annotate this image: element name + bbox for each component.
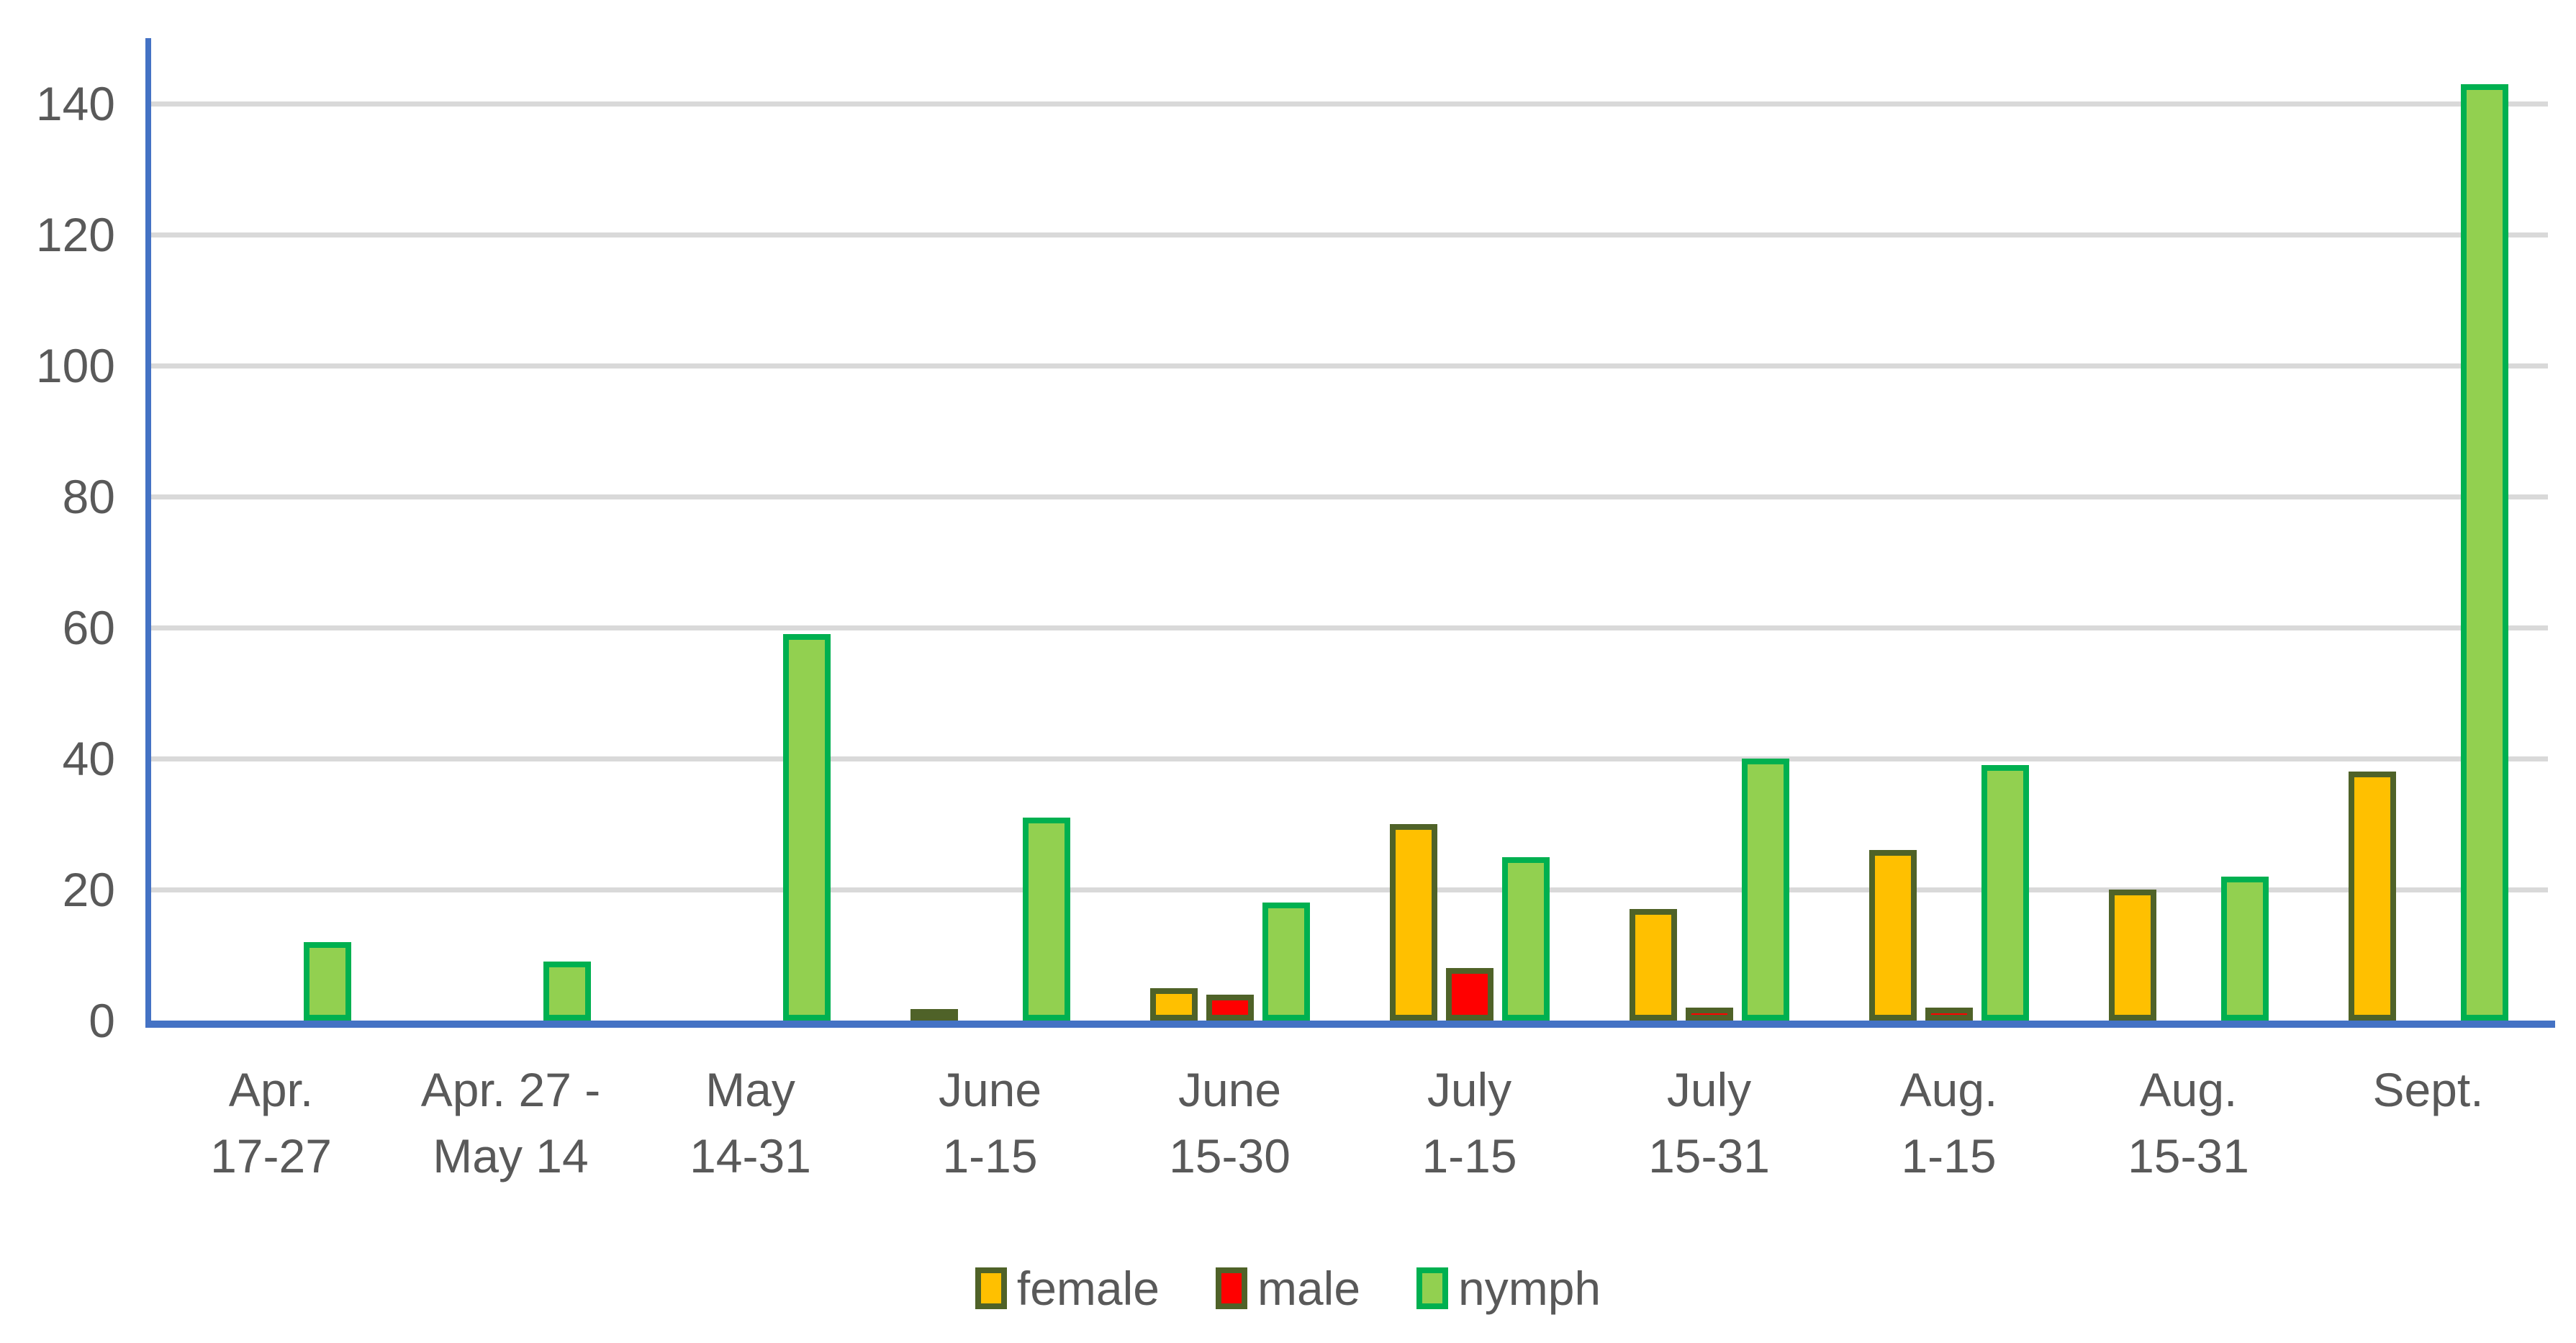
legend-label-male: male	[1257, 1262, 1361, 1315]
x-category-label-line1: Apr. 27 -	[420, 1063, 601, 1116]
chart-legend: female male nymph	[0, 1261, 2576, 1316]
nymph-bar	[1741, 759, 1789, 1021]
x-category-label-line1: July	[1666, 1063, 1752, 1116]
gridline-20	[151, 887, 2548, 892]
nymph-bar	[543, 962, 591, 1021]
bar-group	[870, 38, 1110, 1021]
legend-label-nymph: nymph	[1458, 1262, 1601, 1315]
gridline-40	[151, 756, 2548, 761]
plot-area	[145, 38, 2555, 1028]
x-category-label: Aug. 15-31	[2069, 1057, 2308, 1189]
gridline-140	[151, 101, 2548, 107]
y-tick-label-140: 140	[35, 77, 115, 130]
bar-group	[631, 38, 870, 1021]
x-category-label-line2: 1-15	[942, 1129, 1038, 1183]
gridline-120	[151, 232, 2548, 238]
male-bar	[1445, 968, 1493, 1021]
bar-group	[2069, 38, 2308, 1021]
nymph-bar	[2460, 83, 2508, 1021]
legend-item-female: female	[975, 1261, 1160, 1316]
female-bar	[1149, 987, 1198, 1021]
bar-group	[391, 38, 631, 1021]
y-axis-line	[145, 38, 151, 1021]
gridline-100	[151, 363, 2548, 368]
gridline-80	[151, 494, 2548, 499]
x-category-label: June 15-30	[1110, 1057, 1350, 1189]
nymph-bar	[1022, 817, 1070, 1021]
female-bar	[1629, 909, 1677, 1021]
y-tick-label-40: 40	[62, 732, 115, 785]
x-category-label-line1: Sept.	[2372, 1063, 2484, 1116]
y-tick-label-120: 120	[35, 208, 115, 261]
x-category-label-line2: 14-31	[690, 1129, 811, 1183]
nymph-bar	[1501, 856, 1550, 1021]
x-axis-line	[145, 1021, 2555, 1028]
y-tick-label-60: 60	[62, 601, 115, 654]
x-category-label-line1: June	[1178, 1063, 1282, 1116]
x-category-label: Aug. 1-15	[1829, 1057, 2069, 1189]
legend-swatch-female	[975, 1267, 1007, 1309]
y-tick-label-20: 20	[62, 863, 115, 916]
female-bar	[910, 1009, 958, 1021]
x-category-label-line2: 17-27	[210, 1129, 332, 1183]
bar-group	[1350, 38, 1589, 1021]
bar-group	[1589, 38, 1829, 1021]
female-bar	[1868, 850, 1917, 1021]
x-category-label: Apr. 27 - May 14	[391, 1057, 631, 1189]
x-category-label-line2: May 14	[433, 1129, 589, 1183]
x-category-label-line1: Aug.	[1899, 1063, 1998, 1116]
y-tick-label-0: 0	[89, 994, 115, 1047]
x-category-label: Sept.	[2308, 1057, 2548, 1123]
nymph-bar	[2220, 876, 2269, 1021]
x-category-label: Apr. 17-27	[151, 1057, 391, 1189]
x-category-label-line1: July	[1427, 1063, 1512, 1116]
x-category-label-line1: May	[705, 1063, 795, 1116]
x-category-label-line2: 1-15	[1422, 1129, 1517, 1183]
nymph-bar	[782, 634, 831, 1021]
bar-group	[151, 38, 391, 1021]
female-bar	[2108, 890, 2156, 1021]
female-bar	[2348, 772, 2396, 1021]
x-category-label-line2: 15-30	[1169, 1129, 1291, 1183]
x-category-label: July 1-15	[1350, 1057, 1589, 1189]
x-category-label: June 1-15	[870, 1057, 1110, 1189]
x-category-label-line2: 15-31	[1648, 1129, 1770, 1183]
x-category-label-line1: Aug.	[2139, 1063, 2238, 1116]
nymph-bar	[1262, 903, 1310, 1021]
x-category-label-line2: 15-31	[2128, 1129, 2249, 1183]
nymph-bar	[1981, 765, 2029, 1021]
y-tick-label-80: 80	[62, 470, 115, 523]
legend-swatch-nymph	[1416, 1267, 1449, 1309]
x-category-label: July 15-31	[1589, 1057, 1829, 1189]
legend-item-male: male	[1215, 1261, 1361, 1316]
y-tick-label-100: 100	[35, 339, 115, 392]
male-bar	[1206, 994, 1254, 1021]
gridline-60	[151, 625, 2548, 630]
legend-swatch-male	[1215, 1267, 1247, 1309]
female-bar	[1389, 824, 1437, 1021]
bar-group	[1829, 38, 2069, 1021]
x-category-label-line1: Apr.	[228, 1063, 314, 1116]
x-category-label-line1: June	[938, 1063, 1042, 1116]
bar-group	[2308, 38, 2548, 1021]
male-bar	[1685, 1007, 1733, 1021]
legend-item-nymph: nymph	[1416, 1261, 1601, 1316]
x-category-label-line2: 1-15	[1901, 1129, 1997, 1183]
x-category-label: May 14-31	[631, 1057, 870, 1189]
bar-group	[1110, 38, 1350, 1021]
male-bar	[1925, 1007, 1973, 1021]
nymph-bar	[303, 941, 351, 1021]
legend-label-female: female	[1016, 1262, 1160, 1315]
